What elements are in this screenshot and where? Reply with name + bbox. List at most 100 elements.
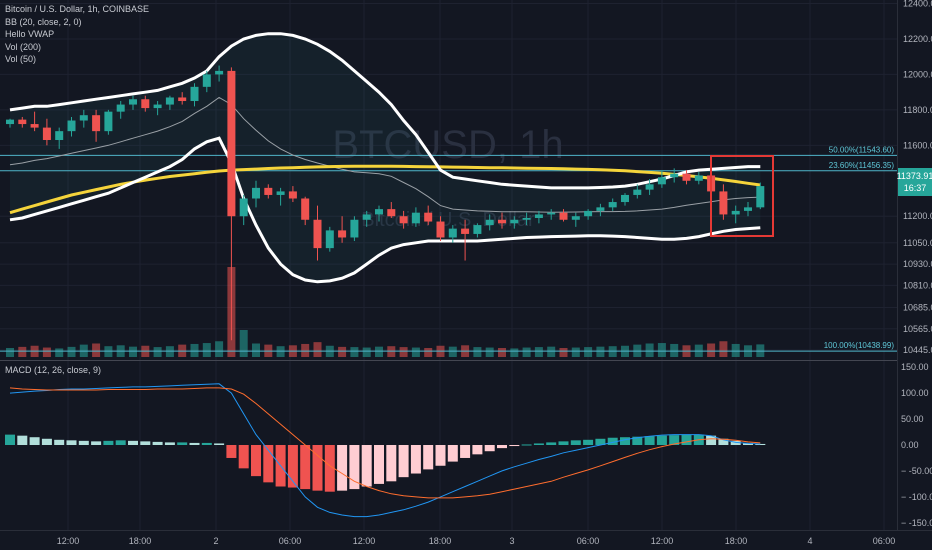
macd-tick-label: 150.00: [901, 362, 929, 372]
volume-bar: [473, 347, 482, 357]
candle: [215, 70, 224, 75]
candle: [153, 104, 162, 109]
volume-bar: [498, 348, 506, 357]
time-tick-label: 06:00: [873, 536, 896, 546]
volume-bar: [202, 343, 211, 357]
volume-bar: [18, 346, 27, 357]
macd-histogram-bar: [17, 435, 28, 445]
macd-panel: [5, 383, 766, 518]
macd-histogram-bar: [497, 445, 507, 449]
macd-histogram-bar: [570, 440, 581, 445]
candle: [559, 212, 568, 220]
candle: [744, 207, 752, 211]
time-tick-label: 18:00: [725, 536, 748, 546]
candle: [756, 186, 765, 208]
candle: [608, 202, 617, 208]
volume-bar: [92, 343, 101, 357]
candle: [55, 131, 64, 141]
macd-histogram-bar: [300, 445, 311, 490]
volume-bar: [584, 347, 593, 357]
candle: [485, 219, 494, 226]
macd-tick-label: 100.00: [901, 388, 929, 398]
macd-histogram-bar: [91, 441, 102, 445]
macd-histogram-bar: [632, 436, 643, 445]
candle: [264, 187, 273, 195]
volume-bar: [707, 343, 716, 357]
macd-histogram-bar: [287, 445, 298, 488]
price-tick-label: 10685.00: [903, 302, 932, 312]
candle: [510, 219, 519, 224]
volume-bar: [731, 343, 740, 357]
macd-histogram-bar: [349, 445, 360, 490]
macd-histogram-bar: [644, 436, 655, 445]
time-axis[interactable]: 12:00 18:00 2 06:00 12:00 18:00 3 06:00 12:00 18:…: [57, 536, 896, 546]
macd-histogram-bar: [558, 441, 569, 445]
candle: [67, 120, 76, 132]
macd-histogram-bar: [730, 440, 741, 445]
candle: [633, 189, 642, 195]
macd-histogram-bar: [620, 437, 630, 445]
macd-histogram-bar: [29, 437, 40, 445]
candle: [165, 97, 174, 105]
fib-label: 100.00%(10438.99): [824, 341, 895, 350]
macd-histogram-bar: [755, 443, 766, 445]
macd-axis[interactable]: 150.00 100.00 50.00 0.00 − -50.00 − -100.00 − …: [901, 362, 932, 528]
candle: [534, 214, 543, 218]
macd-histogram-bar: [743, 442, 753, 445]
price-tick-label: 10565.00: [903, 324, 932, 334]
candle: [79, 115, 88, 121]
indicator-lines: [9, 32, 761, 284]
macd-histogram-bar: [54, 439, 65, 445]
fib-label: 50.00%(11543.60): [829, 145, 895, 154]
volume-bar: [301, 343, 310, 357]
volume-bar: [596, 346, 605, 357]
candle: [30, 124, 39, 128]
time-tick-label: 06:00: [577, 536, 600, 546]
volume-bar: [559, 348, 568, 357]
candle: [411, 212, 420, 224]
macd-histogram-bar: [361, 445, 372, 487]
volume-bar: [67, 346, 76, 357]
candle: [104, 111, 113, 132]
macd-tick-label: − -150.00: [901, 518, 932, 528]
price-axis[interactable]: 12400.00 12200.00 12000.00 11800.00 11600.00…: [903, 0, 932, 355]
candle: [276, 191, 285, 195]
time-tick-label: 3: [509, 536, 514, 546]
price-tick-label: 11050.00: [903, 238, 932, 248]
time-tick-label: 4: [807, 536, 812, 546]
candle: [239, 198, 248, 217]
volume-bar: [645, 343, 654, 357]
macd-tick-label: − -100.00: [901, 492, 932, 502]
legend-bb: BB (20, close, 2, 0): [5, 17, 82, 27]
price-tick-label: 10810.00: [903, 280, 932, 290]
time-tick-label: 06:00: [279, 536, 302, 546]
price-tick-label: 11200.00: [903, 211, 932, 221]
volume-bar: [448, 346, 457, 357]
volume-bar: [547, 346, 556, 357]
candle: [645, 184, 654, 190]
candle: [288, 191, 297, 199]
candle: [547, 212, 556, 215]
volume-bar: [485, 347, 494, 357]
macd-histogram-bar: [706, 435, 717, 445]
signal-line: [9, 387, 761, 499]
candle: [227, 70, 236, 217]
legend-vol50: Vol (50): [5, 54, 36, 64]
watermark-name: Bitcoin / U.S. Dollar: [361, 209, 535, 231]
macd-histogram-bar: [41, 438, 52, 445]
macd-tick-label: 50.00: [901, 414, 924, 424]
bb-middle-line: [9, 96, 761, 213]
price-tick-label: 12200.00: [903, 34, 932, 44]
macd-histogram-bar: [164, 442, 175, 445]
last-price-text: 11373.91: [897, 171, 932, 181]
chart-legend: Bitcoin / U.S. Dollar, 1h, COINBASE BB (…: [5, 4, 149, 375]
price-tick-label: 10930.00: [903, 259, 932, 269]
macd-histogram-bar: [521, 444, 532, 446]
candle: [338, 230, 347, 238]
macd-histogram-bar: [66, 440, 77, 445]
macd-histogram-bar: [484, 445, 495, 452]
volume-bar: [375, 346, 383, 357]
macd-histogram-bar: [472, 445, 483, 455]
bb-lower-line: [9, 136, 761, 284]
